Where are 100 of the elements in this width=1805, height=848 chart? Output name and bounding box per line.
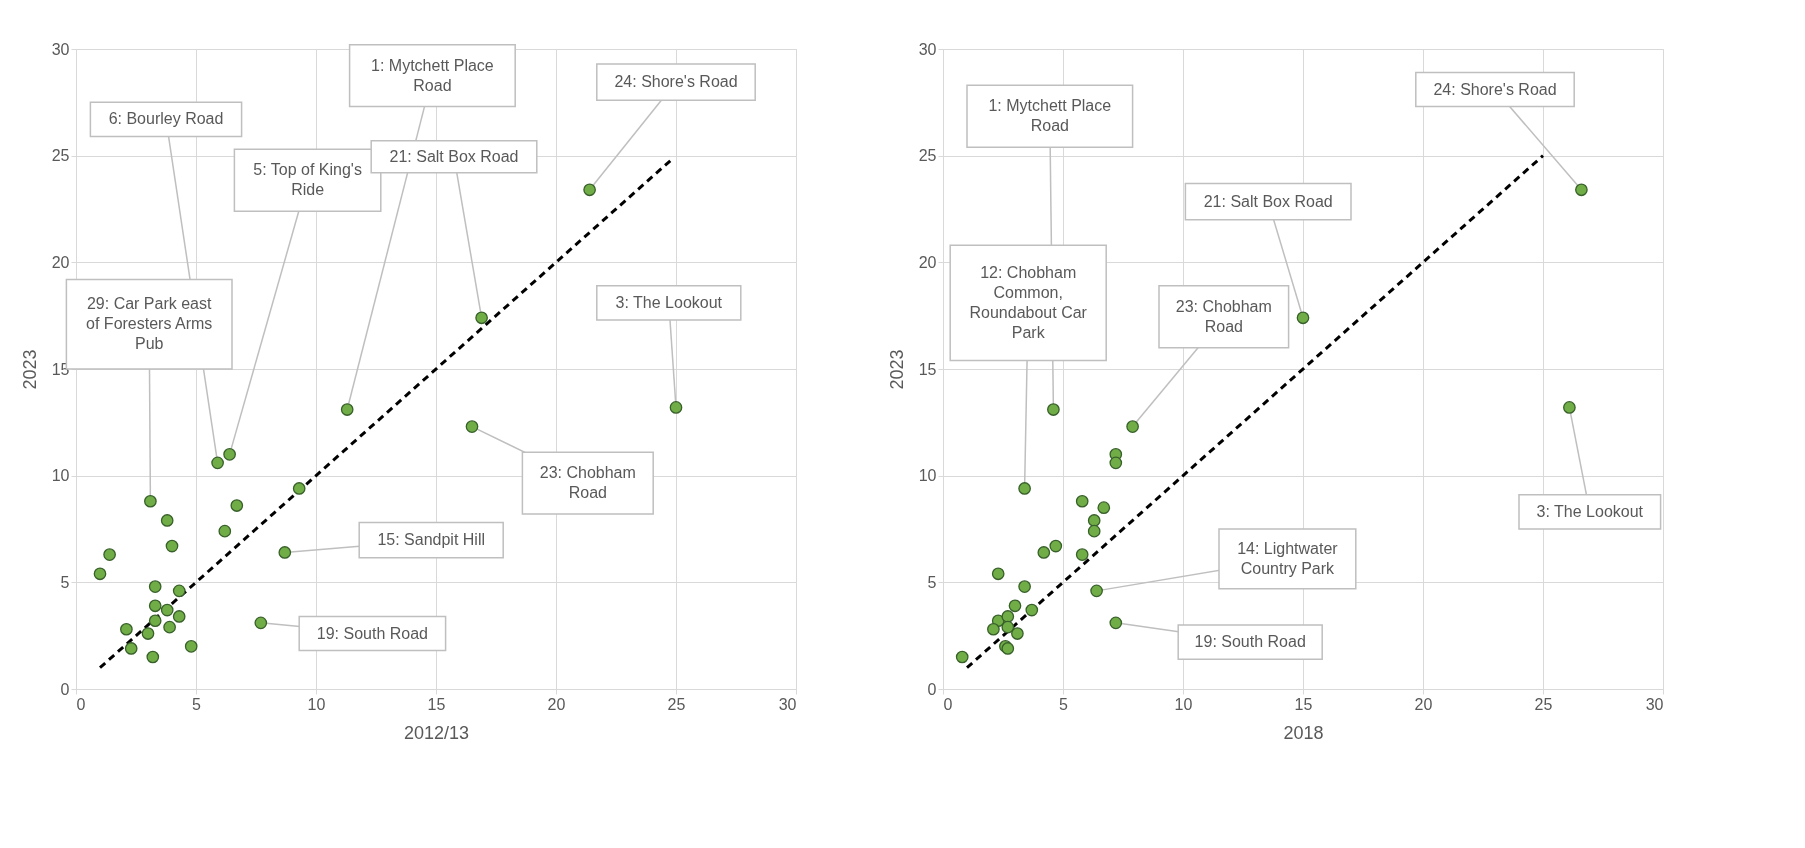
point xyxy=(1563,401,1576,414)
x-tick-label: 20 xyxy=(1414,695,1433,713)
x-tick-label: 25 xyxy=(667,695,686,713)
annotation: 3: The Lookout xyxy=(1536,502,1644,520)
point xyxy=(160,514,174,527)
point xyxy=(1097,501,1111,515)
point xyxy=(120,622,133,636)
x-tick-label: 20 xyxy=(547,695,566,713)
y-tick-label: 5 xyxy=(60,573,70,591)
y-tick-label: 0 xyxy=(60,680,70,698)
point xyxy=(278,546,292,559)
point xyxy=(103,548,116,561)
y-tick-label: 15 xyxy=(918,360,937,378)
annotation: 5: Top of King's Ride xyxy=(253,161,362,199)
point xyxy=(1075,494,1089,508)
x-tick-label: 0 xyxy=(943,695,953,713)
point xyxy=(172,584,186,598)
annotation: 6: Bourley Road xyxy=(108,110,224,128)
annotation: 21: Salt Box Road xyxy=(1203,192,1333,210)
point xyxy=(1109,456,1123,470)
y-tick-label: 30 xyxy=(51,40,70,58)
y-tick-label: 20 xyxy=(51,253,70,271)
annotation: 24: Shore's Road xyxy=(614,73,738,91)
point xyxy=(218,524,232,538)
annotation: 15: Sandpit Hill xyxy=(377,531,486,549)
point xyxy=(160,603,174,617)
annotation: 24: Shore's Road xyxy=(1433,80,1557,98)
y-axis-title: 2023 xyxy=(886,349,907,390)
point xyxy=(211,456,224,470)
point xyxy=(254,616,268,630)
annotation: 23: Chobham Road xyxy=(1175,297,1272,335)
point xyxy=(1011,627,1024,640)
point xyxy=(1296,311,1310,325)
point xyxy=(987,622,1000,636)
point xyxy=(1008,599,1022,613)
annotation: 23: Chobham Road xyxy=(539,464,636,502)
point xyxy=(1075,548,1089,561)
annotation: 19: South Road xyxy=(316,624,428,642)
y-tick-label: 10 xyxy=(51,467,70,485)
x-tick-label: 25 xyxy=(1534,695,1553,713)
annotation: 14: Lightwater Country Park xyxy=(1237,539,1339,577)
point xyxy=(165,539,179,553)
point xyxy=(184,639,198,653)
x-tick-label: 15 xyxy=(1294,695,1313,713)
y-tick-label: 20 xyxy=(918,253,937,271)
y-axis-title: 2023 xyxy=(19,349,40,390)
point xyxy=(991,567,1005,581)
annotation: 1: Mytchett Place Road xyxy=(371,56,494,94)
annotation: 19: South Road xyxy=(1194,633,1306,651)
x-tick-label: 10 xyxy=(1174,695,1193,713)
point xyxy=(1049,539,1063,553)
x-tick-label: 0 xyxy=(76,695,86,713)
point xyxy=(1001,620,1015,634)
point xyxy=(1025,603,1039,617)
annotation: 1: Mytchett Place Road xyxy=(988,97,1112,135)
annotation: 12: Chobham Common, Roundabout Car Park xyxy=(969,263,1088,341)
point xyxy=(146,650,160,664)
y-tick-label: 30 xyxy=(918,40,937,58)
y-tick-label: 5 xyxy=(927,573,937,591)
point xyxy=(230,499,244,512)
point xyxy=(144,494,157,508)
annotation: 21: Salt Box Road xyxy=(389,147,519,165)
point xyxy=(1090,584,1103,598)
x-axis-title: 2012/13 xyxy=(403,722,470,743)
x-tick-label: 30 xyxy=(778,695,797,713)
point xyxy=(1087,514,1101,527)
y-tick-label: 10 xyxy=(918,467,937,485)
point xyxy=(475,311,488,325)
point xyxy=(1037,546,1051,559)
point xyxy=(148,599,162,613)
point xyxy=(93,567,107,581)
point xyxy=(141,627,155,640)
point xyxy=(148,580,162,593)
x-tick-label: 5 xyxy=(1059,695,1069,713)
point xyxy=(340,403,354,416)
point xyxy=(1018,580,1031,593)
point xyxy=(148,614,162,628)
point xyxy=(1001,610,1015,623)
point xyxy=(583,183,596,197)
y-tick-label: 25 xyxy=(51,147,70,165)
x-tick-label: 10 xyxy=(307,695,326,713)
x-axis-title: 2018 xyxy=(1283,722,1324,743)
point xyxy=(292,482,306,495)
point xyxy=(955,650,969,664)
point xyxy=(669,401,683,414)
point xyxy=(1047,403,1060,416)
point xyxy=(465,420,479,433)
point xyxy=(172,610,186,623)
point xyxy=(223,447,236,461)
point xyxy=(1018,482,1031,495)
x-tick-label: 5 xyxy=(192,695,202,713)
annotation: 3: The Lookout xyxy=(615,293,723,311)
x-tick-label: 30 xyxy=(1645,695,1664,713)
point xyxy=(1575,183,1588,197)
annotation: 29: Car Park east of Foresters Arms Pub xyxy=(86,295,213,353)
point xyxy=(163,620,176,634)
point xyxy=(124,642,138,655)
point xyxy=(1126,420,1139,433)
point xyxy=(1087,524,1101,538)
y-tick-label: 25 xyxy=(918,147,937,165)
